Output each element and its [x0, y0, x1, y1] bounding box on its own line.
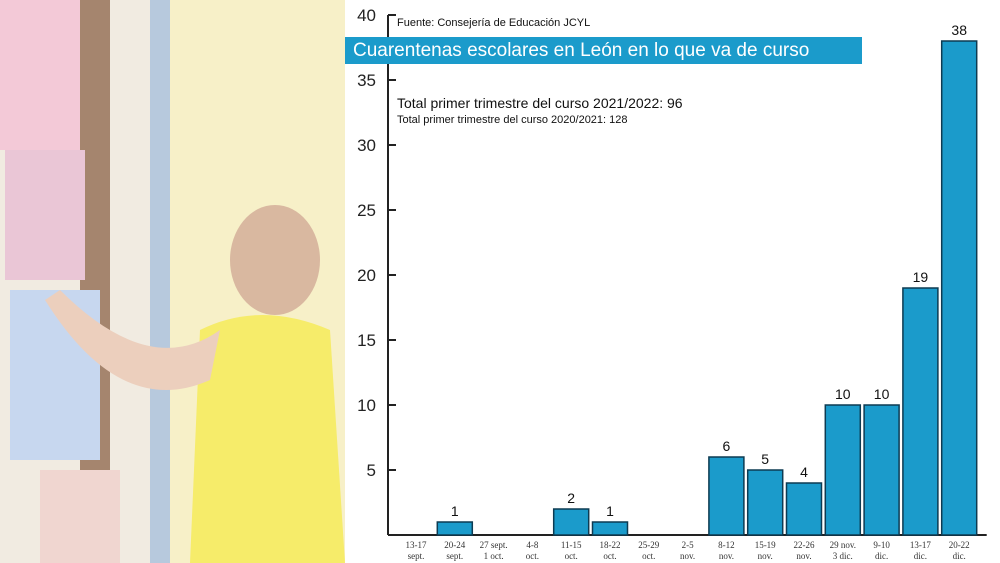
data-label: 1 [451, 503, 459, 519]
y-tick-label: 30 [357, 136, 376, 155]
chart-title: Cuarentenas escolares en León en lo que … [345, 37, 862, 64]
chart-source: Fuente: Consejería de Educación JCYL [397, 17, 591, 29]
y-tick-label: 20 [357, 266, 376, 285]
x-tick-label: 20-22 [949, 540, 970, 550]
annotation-total-2021: Total primer trimestre del curso 2021/20… [397, 95, 683, 111]
x-tick-label: sept. [446, 551, 463, 561]
x-tick-label: nov. [758, 551, 773, 561]
x-tick-label: oct. [565, 551, 578, 561]
x-tick-label: 9-10 [873, 540, 890, 550]
photo-illustration [0, 0, 345, 563]
x-tick-label: nov. [719, 551, 734, 561]
x-tick-label: nov. [796, 551, 811, 561]
bar [940, 40, 978, 536]
x-tick-label: 15-19 [755, 540, 776, 550]
bar [708, 456, 745, 536]
y-tick-label: 5 [367, 461, 376, 480]
x-tick-label: 2-5 [682, 540, 694, 550]
data-label: 10 [874, 386, 890, 402]
x-tick-label: oct. [526, 551, 539, 561]
x-tick-label: 22-26 [794, 540, 815, 550]
data-label: 38 [951, 22, 967, 38]
x-tick-label: 13-17 [406, 540, 427, 550]
x-tick-label: dic. [953, 551, 966, 561]
bar [863, 404, 900, 536]
data-label: 19 [913, 269, 929, 285]
bar [591, 521, 629, 536]
y-tick-label: 15 [357, 331, 376, 350]
x-tick-label: nov. [680, 551, 695, 561]
x-tick-label: dic. [914, 551, 927, 561]
data-label: 10 [835, 386, 851, 402]
x-tick-label: 27 sept. [480, 540, 508, 550]
x-tick-label: 25-29 [638, 540, 659, 550]
x-tick-label: sept. [408, 551, 425, 561]
bar [902, 287, 939, 536]
bar [436, 521, 474, 536]
x-tick-label: 11-15 [561, 540, 582, 550]
background-photo [0, 0, 345, 563]
x-tick-label: dic. [875, 551, 888, 561]
data-label: 1 [606, 503, 614, 519]
x-tick-label: 13-17 [910, 540, 931, 550]
data-label: 6 [723, 438, 731, 454]
x-tick-label: 29 nov. [830, 540, 856, 550]
annotation-total-2020: Total primer trimestre del curso 2020/20… [397, 114, 628, 126]
data-label: 4 [800, 464, 808, 480]
x-tick-label: 20-24 [444, 540, 465, 550]
y-tick-label: 25 [357, 201, 376, 220]
bar [824, 404, 862, 536]
bar [552, 508, 590, 536]
y-tick-label: 40 [357, 6, 376, 25]
y-tick-label: 35 [357, 71, 376, 90]
data-label: 2 [567, 490, 575, 506]
x-tick-label: 18-22 [600, 540, 621, 550]
x-tick-label: 1 oct. [484, 551, 504, 561]
x-tick-label: 8-12 [718, 540, 735, 550]
bar [746, 469, 784, 536]
x-tick-label: oct. [603, 551, 616, 561]
x-tick-label: 3 dic. [833, 551, 853, 561]
x-tick-label: oct. [642, 551, 655, 561]
bar [785, 482, 823, 536]
x-tick-label: 4-8 [526, 540, 538, 550]
data-label: 5 [761, 451, 769, 467]
y-tick-label: 10 [357, 396, 376, 415]
